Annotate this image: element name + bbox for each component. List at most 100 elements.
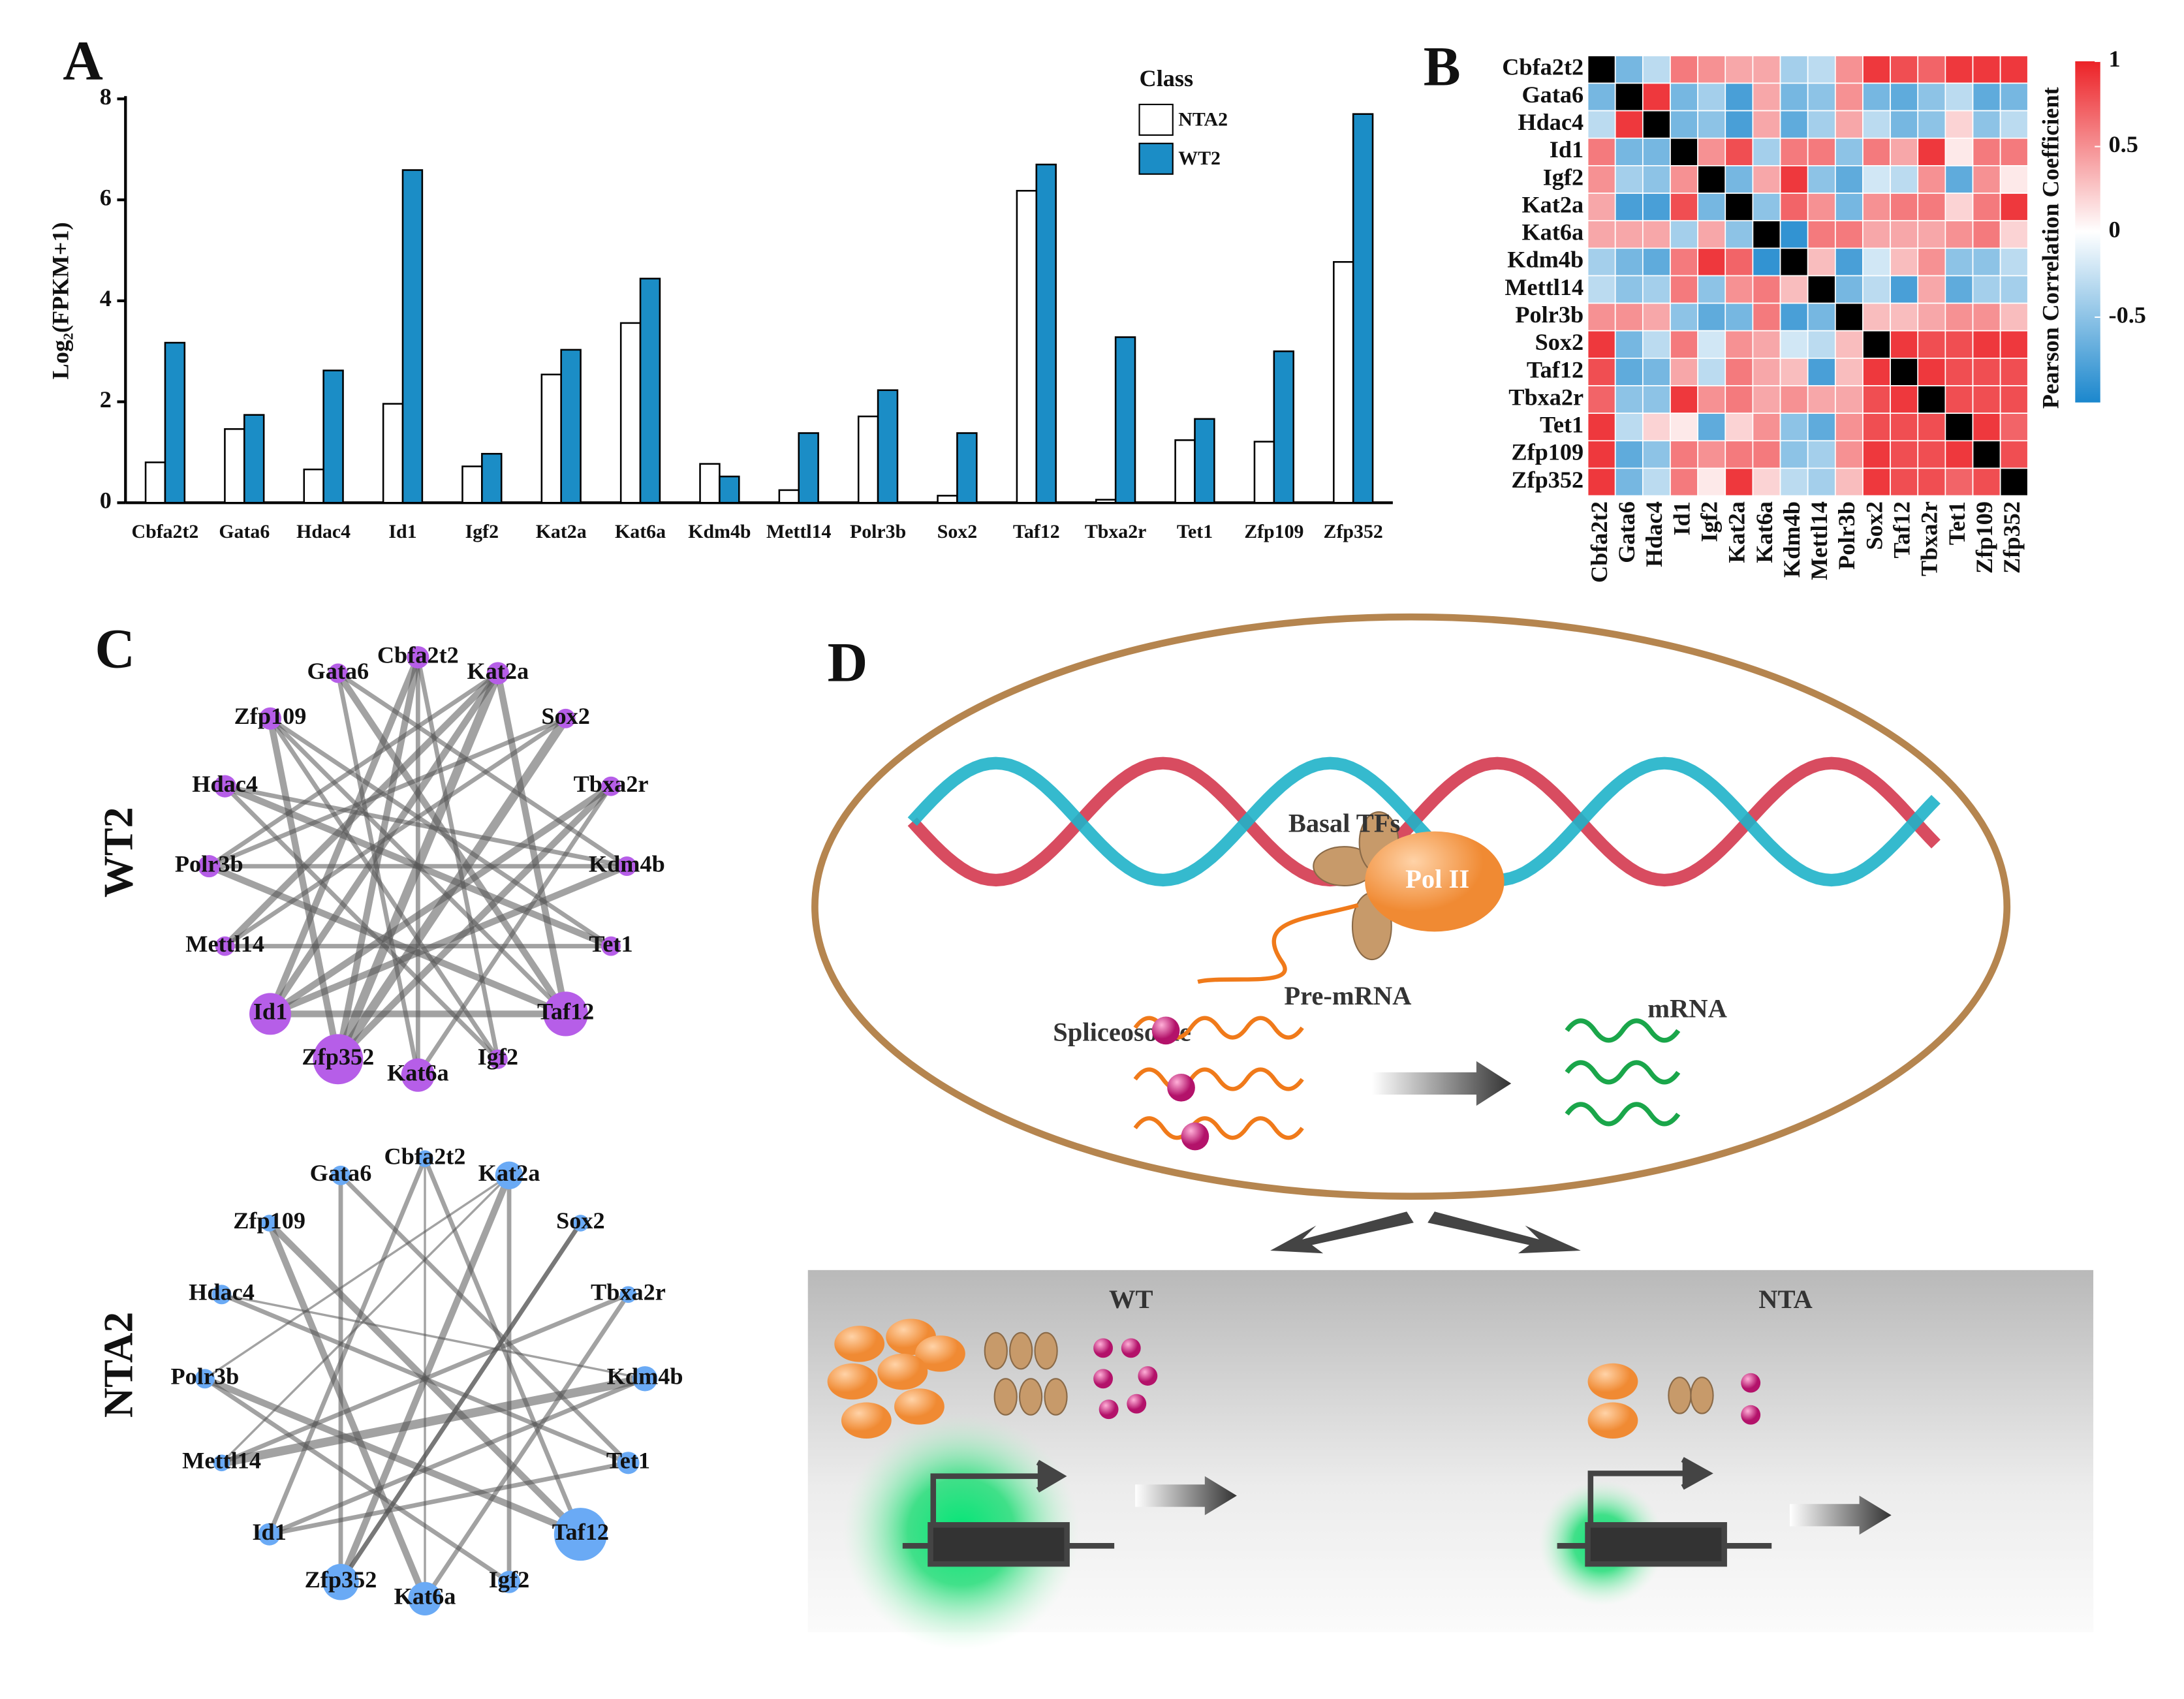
col-label: Mettl14 — [1806, 501, 1832, 580]
node — [331, 1165, 351, 1185]
heatmap-cell — [1779, 137, 1809, 166]
heatmap-cell — [1779, 467, 1809, 497]
label: mRNA — [1647, 993, 1727, 1023]
cell-outline — [811, 613, 2011, 1200]
heatmap-cell — [1834, 385, 1864, 414]
heatmap-cell — [1834, 55, 1864, 84]
edge — [268, 1377, 646, 1536]
heatmap-cell — [1944, 137, 1974, 166]
heatmap-cell — [1862, 302, 1891, 332]
heatmap-cell — [1972, 302, 2001, 332]
heatmap-cell — [1917, 385, 1946, 414]
edge — [208, 863, 567, 1018]
node-label: Id1 — [253, 999, 287, 1025]
heatmap-cell — [1724, 110, 1754, 139]
heatmap-cell — [1862, 413, 1891, 442]
heatmap-cell — [1890, 440, 1919, 469]
heatmap-cell — [1697, 55, 1726, 84]
x-tick-label: Tet1 — [1177, 521, 1213, 542]
row-label: Taf12 — [1527, 356, 1583, 382]
bar — [639, 277, 661, 504]
x-tick-label: Zfp352 — [1324, 521, 1383, 542]
col-label: Kat6a — [1751, 501, 1777, 563]
heatmap-cell — [1724, 330, 1754, 359]
x-tick-label: Taf12 — [1013, 521, 1060, 542]
heatmap-cell — [1972, 220, 2001, 249]
edge — [224, 784, 628, 869]
heatmap-cell — [1834, 247, 1864, 277]
heatmap-cell — [1972, 137, 2001, 166]
edge — [221, 1374, 646, 1467]
heatmap-cell — [1944, 302, 1974, 332]
x-tick-label: Id1 — [388, 521, 416, 542]
pol2 — [841, 1402, 892, 1439]
node — [601, 936, 621, 956]
arrow — [1371, 1061, 1512, 1106]
heatmap-cell — [1697, 220, 1726, 249]
heatmap-cell — [1587, 302, 1616, 332]
node — [313, 1034, 364, 1085]
bar — [164, 341, 186, 504]
heatmap-cell — [1670, 467, 1698, 497]
heatmap-cell — [1890, 330, 1919, 359]
heatmap-cell — [1614, 137, 1644, 166]
edge — [423, 1293, 631, 1600]
heatmap-cell — [1779, 302, 1809, 332]
edge — [221, 1174, 510, 1464]
heatmap-cell — [1724, 247, 1754, 277]
edge — [208, 716, 567, 869]
genes — [902, 1457, 1772, 1567]
bar — [560, 349, 582, 504]
wave — [1565, 1018, 1681, 1043]
heatmap-cell — [1642, 247, 1671, 277]
node — [328, 663, 348, 683]
heatmap-cell — [1614, 358, 1644, 386]
node — [572, 1215, 589, 1232]
heatmap-cell — [1752, 330, 1781, 359]
row-label: Tbxa2r — [1508, 384, 1583, 410]
bar — [1114, 336, 1136, 504]
y-tick-label: 6 — [100, 185, 112, 211]
node-label: Kat6a — [394, 1583, 456, 1610]
heatmap-cell — [1972, 193, 2001, 222]
heatmap-cell — [1752, 55, 1781, 84]
panel-label: D — [828, 632, 868, 694]
heatmap-cell — [1917, 137, 1946, 166]
heatmap-cell — [1944, 385, 1974, 414]
node-label: Kdm4b — [607, 1364, 683, 1390]
label: WT — [1109, 1285, 1153, 1314]
node-label: Zfp109 — [233, 1208, 305, 1234]
heatmap-cell — [1779, 413, 1809, 442]
heatmap-cell — [1999, 247, 2029, 277]
transcript — [1197, 903, 1359, 984]
heatmap-cell — [1614, 440, 1644, 469]
node — [211, 1285, 232, 1305]
node — [322, 1563, 359, 1600]
heatmap-cell — [1642, 82, 1671, 112]
heatmap-cell — [1944, 467, 1974, 497]
heatmap-cell — [1807, 358, 1836, 386]
heatmap-cell — [1999, 385, 2029, 414]
heatmap-cell — [1779, 330, 1809, 359]
row-label: Hdac4 — [1518, 109, 1583, 135]
basal-tf — [1018, 1378, 1043, 1416]
heatmap-cell — [1587, 82, 1616, 112]
heatmap-cell — [1862, 193, 1891, 222]
heatmap-cell — [1807, 302, 1836, 332]
node-label: Igf2 — [478, 1044, 518, 1070]
heatmap-cell — [1917, 247, 1946, 277]
basal-tf — [1034, 1332, 1058, 1370]
node — [486, 662, 509, 685]
basal-tf — [1668, 1377, 1692, 1414]
edge — [335, 672, 420, 1076]
spliceosome — [1127, 1394, 1147, 1414]
legend-swatch — [1138, 103, 1174, 136]
node-label: Tet1 — [589, 931, 632, 957]
heatmap-cell — [1862, 247, 1891, 277]
heatmap-cell — [1752, 440, 1781, 469]
wave — [1565, 1060, 1681, 1085]
node-label: Kat6a — [387, 1059, 449, 1085]
node-label: Zfp352 — [302, 1044, 374, 1070]
col-label: Sox2 — [1861, 501, 1887, 550]
